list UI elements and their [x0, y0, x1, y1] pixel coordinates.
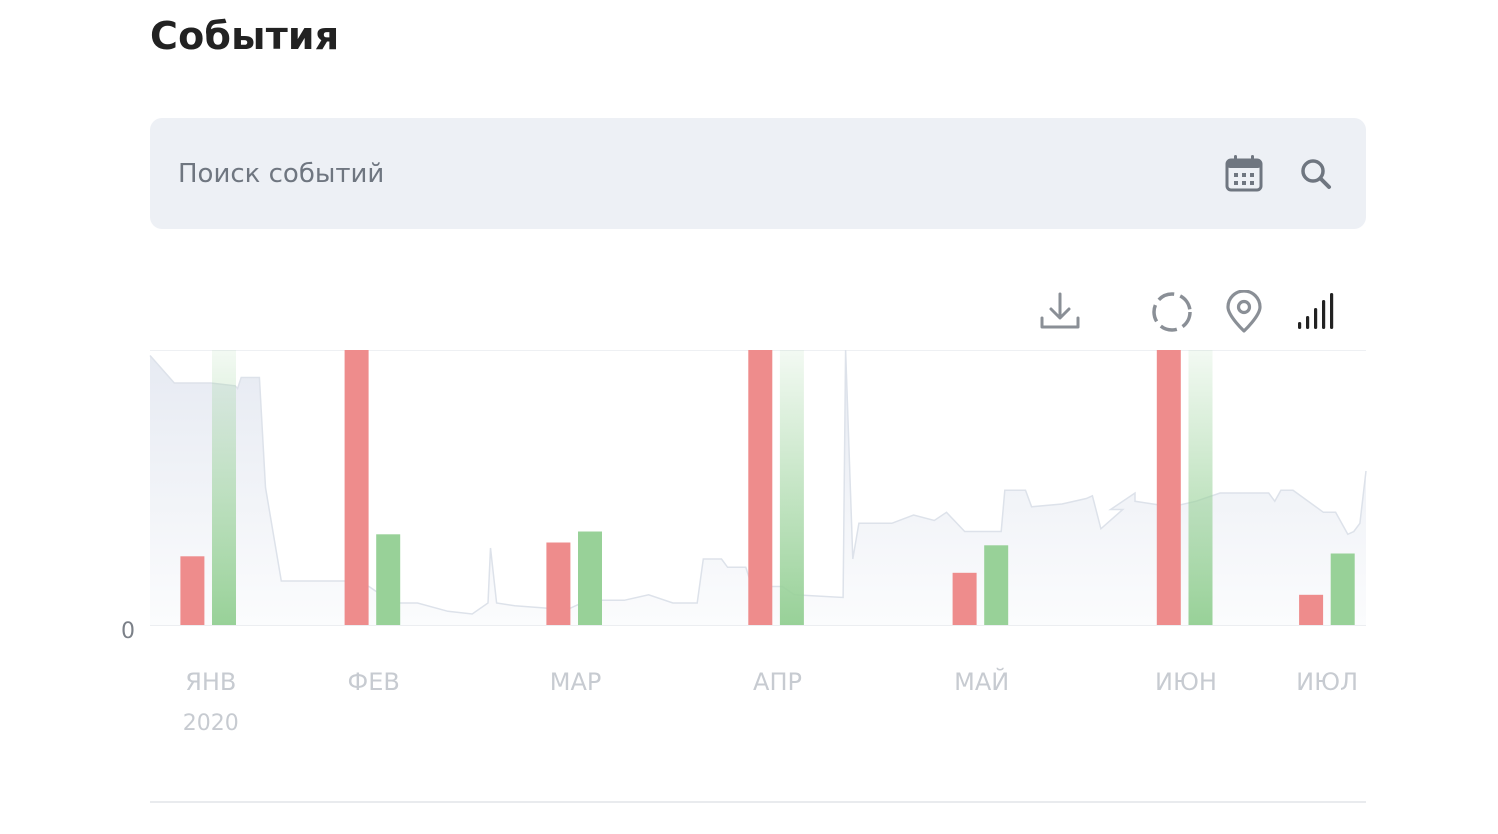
x-tick-label: МАР: [550, 668, 602, 696]
search-icon[interactable]: [1298, 156, 1334, 192]
signal-bars-icon[interactable]: [1294, 290, 1338, 334]
negative-bar[interactable]: [1156, 350, 1181, 625]
x-tick-label: ФЕВ: [348, 668, 400, 696]
positive-bar[interactable]: [1330, 553, 1355, 626]
bottom-divider: [150, 801, 1366, 803]
map-pin-icon[interactable]: [1222, 289, 1266, 334]
negative-bar[interactable]: [952, 572, 977, 626]
positive-bar[interactable]: [212, 350, 236, 625]
x-tick-year-label: 2020: [183, 711, 239, 736]
positive-bar[interactable]: [984, 545, 1009, 626]
page-title: События: [150, 14, 340, 58]
negative-bar[interactable]: [748, 350, 773, 625]
download-icon[interactable]: [1038, 290, 1082, 334]
negative-bar[interactable]: [180, 556, 205, 626]
positive-bar[interactable]: [1188, 350, 1213, 625]
x-tick-label: ИЮЛ: [1296, 668, 1358, 696]
y-tick-label: 0: [121, 619, 135, 644]
search-input[interactable]: [178, 118, 1178, 229]
dashed-circle-icon[interactable]: [1150, 290, 1194, 334]
x-tick-label: ЯНВ: [185, 668, 236, 696]
positive-bar[interactable]: [779, 350, 804, 625]
x-tick-label: МАЙ: [954, 667, 1009, 696]
calendar-icon[interactable]: [1224, 154, 1264, 194]
positive-bar[interactable]: [376, 534, 401, 626]
positive-bar[interactable]: [578, 531, 602, 626]
negative-bar[interactable]: [546, 542, 571, 626]
negative-bar[interactable]: [344, 350, 369, 625]
background-area: [150, 350, 1366, 625]
negative-bar[interactable]: [1299, 594, 1324, 626]
x-tick-label: АПР: [753, 668, 802, 696]
x-tick-label: ИЮН: [1155, 668, 1217, 696]
search-bar: [150, 118, 1366, 229]
